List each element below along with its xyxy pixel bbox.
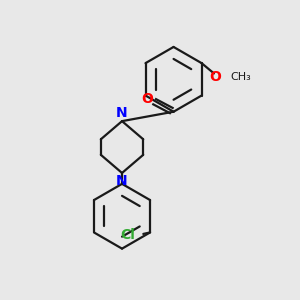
Text: N: N xyxy=(116,174,128,188)
Text: CH₃: CH₃ xyxy=(230,72,251,82)
Text: O: O xyxy=(141,92,153,106)
Text: Cl: Cl xyxy=(121,228,135,242)
Text: N: N xyxy=(116,106,128,120)
Text: O: O xyxy=(209,70,221,84)
